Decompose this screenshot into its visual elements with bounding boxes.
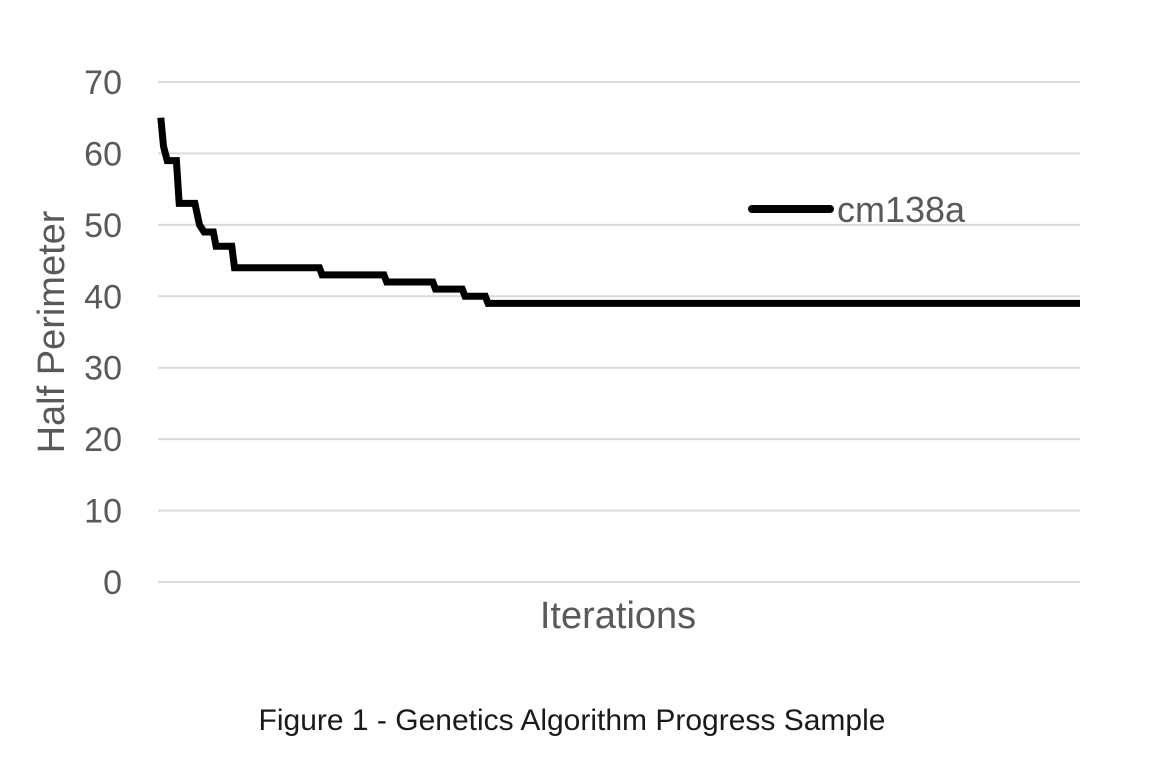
y-tick-label-40: 40	[84, 278, 122, 316]
y-tick-label-20: 20	[84, 421, 122, 459]
gridlines	[158, 81, 1080, 583]
y-axis-title: Half Perimeter	[31, 210, 73, 453]
figure-caption: Figure 1 - Genetics Algorithm Progress S…	[259, 704, 886, 737]
legend-label-cm138a: cm138a	[837, 189, 966, 230]
y-tick-label-30: 30	[84, 350, 122, 388]
y-tick-label-0: 0	[103, 564, 122, 602]
series-line-cm138a	[157, 117, 1080, 307]
y-tick-label-10: 10	[84, 493, 122, 531]
y-tick-labels: 0 10 20 30 40 50 60 70	[84, 64, 122, 602]
series-lines	[157, 117, 1080, 307]
y-tick-label-50: 50	[84, 207, 122, 245]
legend: cm138a	[748, 189, 966, 230]
y-tick-label-70: 70	[84, 64, 122, 102]
y-tick-label-60: 60	[84, 135, 122, 173]
x-axis-title: Iterations	[540, 595, 696, 637]
